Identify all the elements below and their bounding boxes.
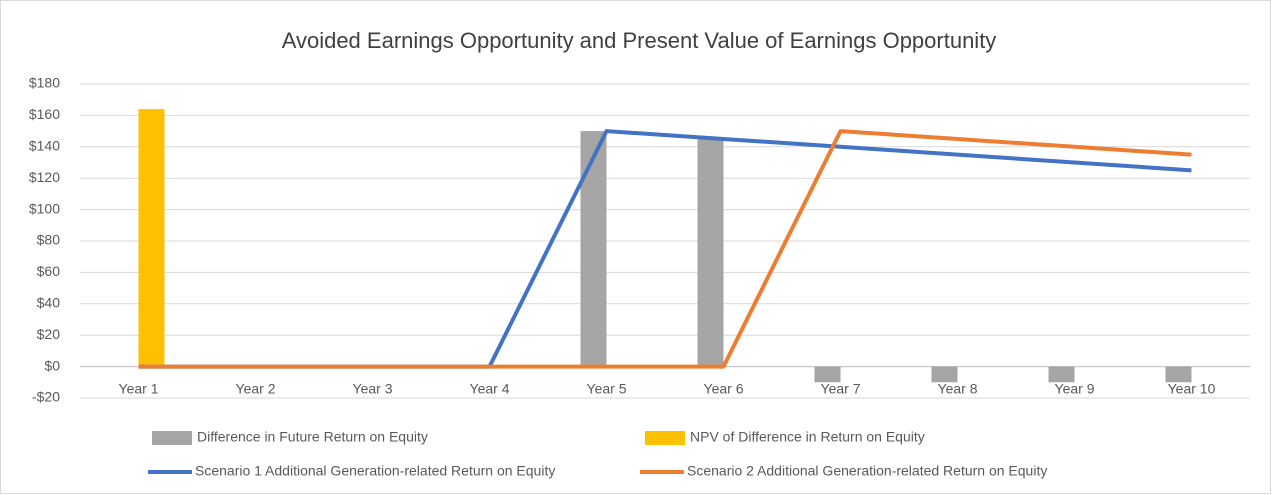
y-tick-label: $120: [29, 169, 60, 185]
x-tick-label: Year 6: [704, 381, 744, 397]
y-tick-label: $180: [29, 75, 60, 91]
y-tick-label: $100: [29, 200, 60, 216]
legend-swatch: [645, 431, 685, 445]
legend-label: Scenario 1 Additional Generation-related…: [195, 463, 555, 479]
x-tick-label: Year 7: [821, 381, 861, 397]
bar: [1048, 366, 1075, 383]
x-tick-label: Year 4: [470, 381, 510, 397]
y-tick-label: $20: [37, 326, 61, 342]
chart-title: Avoided Earnings Opportunity and Present…: [282, 28, 997, 53]
x-tick-label: Year 3: [353, 381, 393, 397]
y-tick-label: $140: [29, 138, 60, 154]
y-tick-label: $80: [37, 232, 61, 248]
legend-label: NPV of Difference in Return on Equity: [690, 429, 925, 445]
x-tick-label: Year 1: [119, 381, 159, 397]
bar: [931, 366, 958, 383]
x-tick-label: Year 10: [1168, 381, 1216, 397]
y-tick-label: $60: [37, 263, 61, 279]
legend-label: Scenario 2 Additional Generation-related…: [687, 463, 1047, 479]
y-tick-label: $160: [29, 106, 60, 122]
bar: [814, 366, 841, 383]
legend-swatch: [152, 431, 192, 445]
x-tick-label: Year 5: [587, 381, 627, 397]
x-tick-label: Year 9: [1055, 381, 1095, 397]
y-tick-label: -$20: [32, 389, 60, 405]
x-tick-label: Year 2: [236, 381, 276, 397]
bar: [138, 109, 165, 367]
legend-label: Difference in Future Return on Equity: [197, 429, 428, 445]
y-tick-label: $0: [44, 357, 60, 373]
bar: [1165, 366, 1192, 383]
bar: [697, 138, 724, 367]
line: [138, 129, 1192, 369]
bar: [580, 131, 607, 367]
x-tick-label: Year 8: [938, 381, 978, 397]
y-tick-label: $40: [37, 295, 61, 311]
